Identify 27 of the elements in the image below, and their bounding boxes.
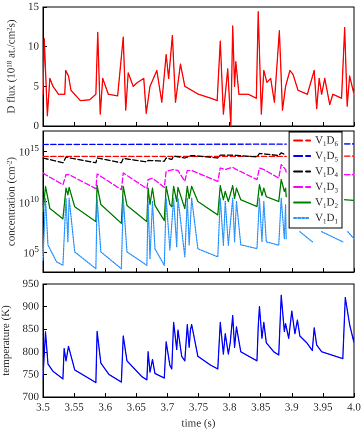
x-tick-label: 3.75	[188, 402, 209, 414]
y-tick-label: 950	[22, 278, 40, 290]
y-axis-title: temperature (K)	[0, 304, 12, 376]
x-tick-label: 3.8	[222, 402, 237, 414]
x-tick-label: 3.6	[98, 402, 113, 414]
y-tick-label: 15	[28, 1, 40, 13]
y-tick-label: 10	[28, 40, 40, 53]
x-tick-label: 3.65	[126, 402, 146, 414]
y-tick-label: 900	[22, 300, 40, 313]
y-tick-label: 10$^{10}$	[18, 194, 39, 210]
y-tick-label: 700	[22, 391, 40, 403]
line-series	[42, 294, 355, 384]
x-axis-title: time (s)	[182, 417, 216, 430]
x-tick-label: 3.95	[313, 402, 334, 414]
y-tick-label: 5	[34, 80, 40, 92]
y-tick-label: 10$^{15}$	[18, 143, 39, 160]
y-tick-label: 800	[22, 346, 40, 358]
y-tick-label: 0	[34, 120, 40, 132]
x-tick-label: 3.85	[251, 402, 271, 414]
x-tick-label: 4.0	[347, 402, 362, 414]
x-tick-label: 3.9	[284, 402, 300, 414]
y-tick-label: 10$^{5}$	[23, 244, 39, 260]
x-tick-label: 3.5	[36, 402, 50, 414]
x-tick-label: 3.55	[64, 402, 84, 414]
y-tick-label: 750	[22, 368, 40, 380]
x-tick-label: 3.7	[160, 402, 175, 414]
y-tick-label: 850	[22, 323, 40, 336]
